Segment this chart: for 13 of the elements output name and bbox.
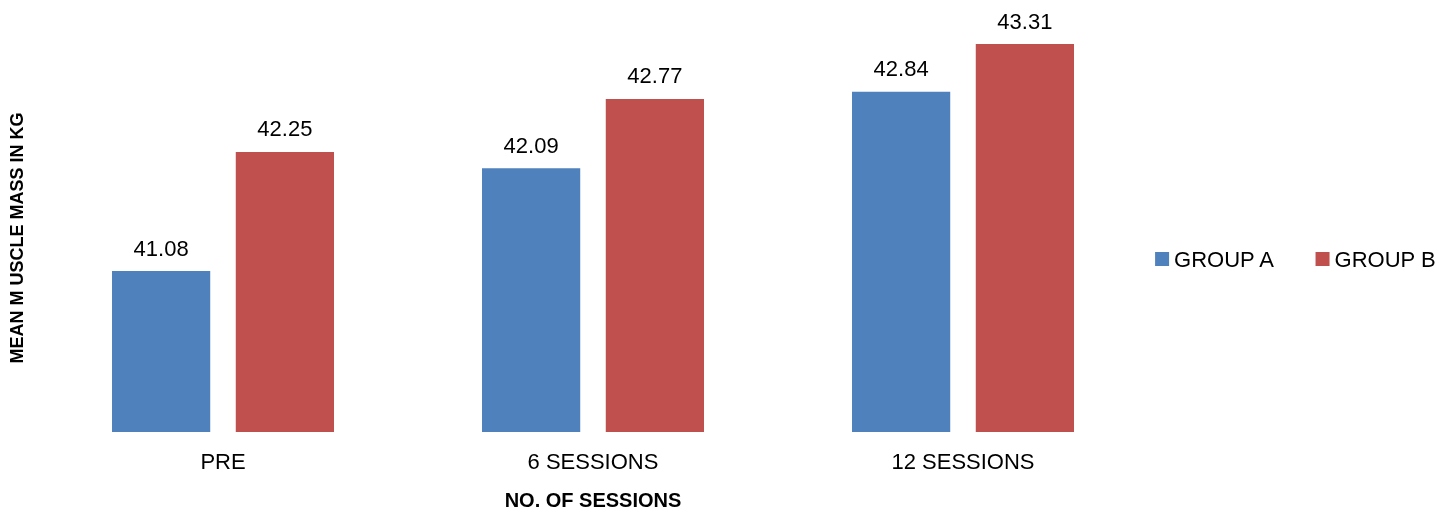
data-label: 42.25 bbox=[257, 116, 313, 142]
y-axis-title: MEAN M USCLE MASS IN KG bbox=[7, 112, 27, 364]
data-label: 42.77 bbox=[627, 63, 683, 89]
legend-label: GROUP A bbox=[1174, 246, 1275, 272]
x-tick-label: 12 SESSIONS bbox=[891, 448, 1035, 474]
legend-label: GROUP B bbox=[1334, 246, 1436, 272]
x-axis-title: NO. OF SESSIONS bbox=[504, 489, 682, 511]
x-tick-label: PRE bbox=[200, 448, 246, 474]
data-label: 41.08 bbox=[133, 235, 189, 261]
data-label: 42.09 bbox=[503, 132, 559, 158]
data-label: 43.31 bbox=[997, 8, 1053, 34]
data-label: 42.84 bbox=[873, 56, 929, 82]
x-tick-label: 6 SESSIONS bbox=[527, 448, 659, 474]
